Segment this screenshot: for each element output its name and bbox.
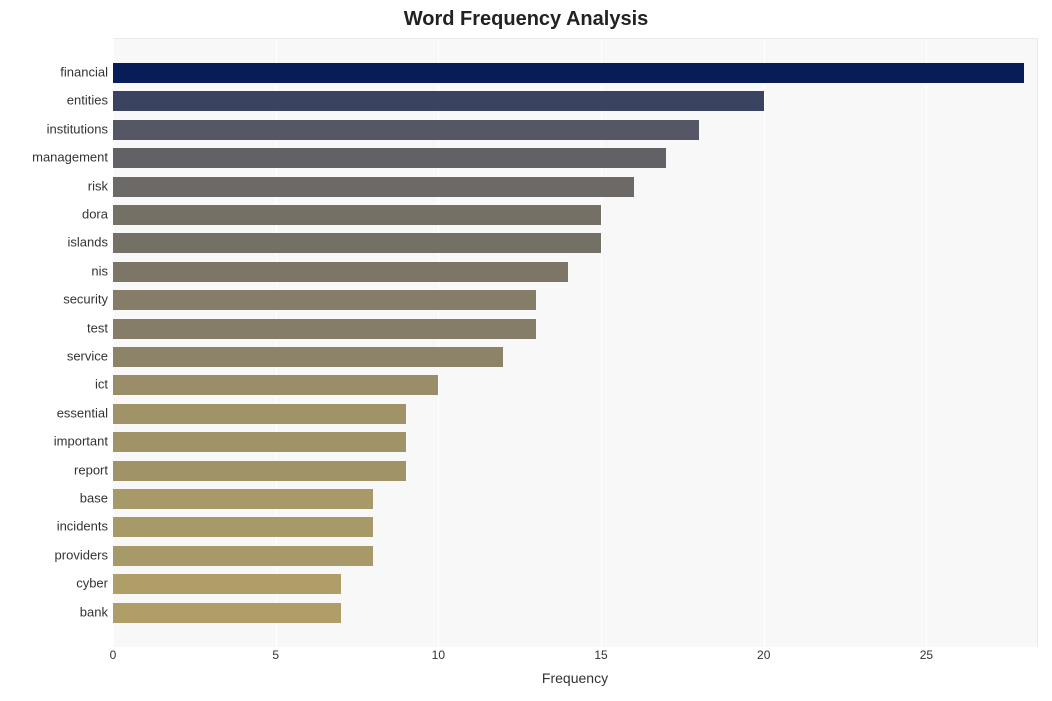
y-tick-label: security	[0, 292, 108, 307]
x-axis-label: Frequency	[113, 670, 1037, 686]
chart-container: Word Frequency Analysis Frequency 0 5 10 15…	[0, 0, 1052, 701]
x-tick-label: 25	[920, 648, 933, 662]
gridline	[764, 39, 765, 647]
bar	[113, 603, 341, 623]
bar	[113, 63, 1024, 83]
bar	[113, 319, 536, 339]
y-tick-label: test	[0, 320, 108, 335]
bar	[113, 233, 601, 253]
y-tick-label: report	[0, 462, 108, 477]
y-tick-label: management	[0, 150, 108, 165]
y-tick-label: islands	[0, 235, 108, 250]
y-tick-label: cyber	[0, 576, 108, 591]
y-tick-label: risk	[0, 178, 108, 193]
bar	[113, 432, 406, 452]
y-tick-label: entities	[0, 93, 108, 108]
y-tick-label: important	[0, 434, 108, 449]
gridline	[926, 39, 927, 647]
bar	[113, 404, 406, 424]
y-tick-label: financial	[0, 65, 108, 80]
x-tick-label: 10	[432, 648, 445, 662]
bar	[113, 347, 503, 367]
y-tick-label: essential	[0, 405, 108, 420]
x-tick-label: 5	[272, 648, 279, 662]
bar	[113, 148, 666, 168]
bar	[113, 546, 373, 566]
bar	[113, 120, 699, 140]
y-tick-label: dora	[0, 207, 108, 222]
bar	[113, 91, 764, 111]
y-tick-label: service	[0, 349, 108, 364]
y-tick-label: nis	[0, 263, 108, 278]
x-tick-label: 20	[757, 648, 770, 662]
bar	[113, 461, 406, 481]
bar	[113, 489, 373, 509]
y-tick-label: ict	[0, 377, 108, 392]
y-tick-label: incidents	[0, 519, 108, 534]
y-tick-label: providers	[0, 547, 108, 562]
bar	[113, 177, 634, 197]
bar	[113, 574, 341, 594]
bar	[113, 517, 373, 537]
bar	[113, 205, 601, 225]
bar	[113, 262, 568, 282]
y-tick-label: institutions	[0, 121, 108, 136]
plot-area	[113, 38, 1038, 647]
y-tick-label: base	[0, 491, 108, 506]
bar	[113, 290, 536, 310]
bar	[113, 375, 438, 395]
x-tick-label: 0	[110, 648, 117, 662]
y-tick-label: bank	[0, 604, 108, 619]
chart-title: Word Frequency Analysis	[0, 8, 1052, 31]
x-tick-label: 15	[594, 648, 607, 662]
